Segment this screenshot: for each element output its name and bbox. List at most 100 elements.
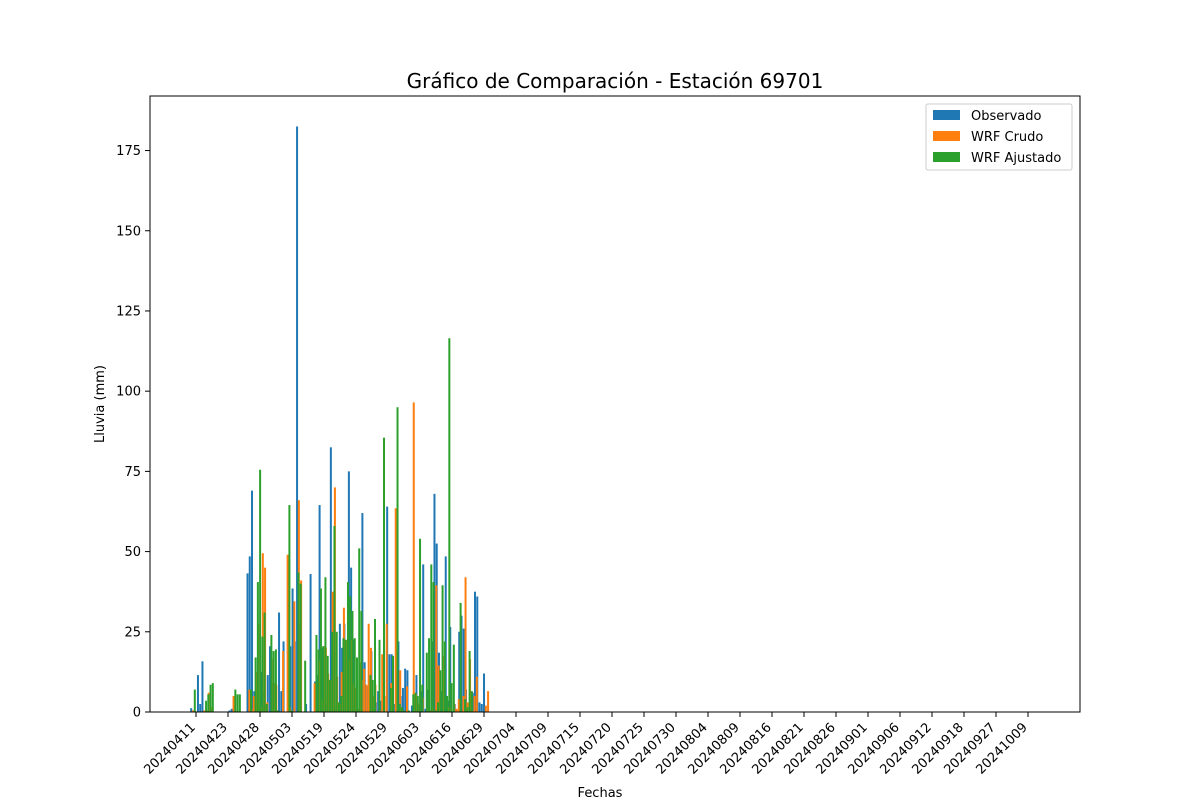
bar-wrf-crudo-92 — [399, 670, 402, 712]
legend-label: Observado — [971, 109, 1042, 124]
bar-wrf-ajustado-54 — [315, 635, 318, 712]
bar-wrf-crudo-120 — [462, 695, 465, 712]
bar-wrf-ajustado-113 — [448, 338, 451, 712]
y-tick-label: 175 — [116, 144, 141, 159]
bar-wrf-ajustado-71 — [353, 638, 356, 712]
bar-wrf-ajustado-46 — [297, 572, 300, 712]
bar-wrf-ajustado-29 — [259, 469, 262, 712]
bar-wrf-ajustado-110 — [441, 585, 444, 712]
bar-wrf-ajustado-35 — [272, 651, 275, 712]
bar-wrf-ajustado-104 — [428, 638, 431, 712]
bar-wrf-crudo-18 — [232, 695, 235, 712]
bar-observado-35 — [269, 646, 272, 712]
bar-wrf-crudo-66 — [340, 671, 343, 712]
bar-observado-121 — [462, 628, 465, 712]
bar-wrf-ajustado-123 — [470, 691, 473, 712]
bar-wrf-ajustado-95 — [407, 710, 410, 712]
bar-wrf-ajustado-118 — [459, 602, 462, 712]
y-tick-label: 50 — [124, 545, 141, 560]
bar-wrf-ajustado-97 — [412, 694, 415, 712]
bar-observado-103 — [422, 564, 425, 712]
bar-observado-88 — [388, 654, 391, 712]
bar-wrf-crudo-131 — [487, 691, 490, 712]
bar-wrf-ajustado-84 — [383, 437, 386, 712]
bar-wrf-ajustado-25 — [250, 689, 253, 712]
bar-wrf-ajustado-8 — [211, 683, 214, 713]
bar-observado-53 — [309, 574, 312, 712]
bar-observado-45 — [291, 588, 294, 712]
bar-observado-0 — [190, 708, 193, 712]
bar-observado-4 — [199, 703, 202, 712]
bar-wrf-ajustado-92 — [401, 707, 404, 712]
bar-wrf-ajustado-88 — [392, 655, 395, 712]
bar-observado-5 — [201, 661, 204, 712]
bar-wrf-crudo-118 — [457, 699, 460, 712]
x-axis: 2024041120240423202404282024050320240519… — [141, 712, 1031, 778]
bar-observado-17 — [228, 710, 231, 712]
bar-wrf-ajustado-32 — [265, 703, 268, 712]
bar-wrf-ajustado-82 — [378, 639, 381, 712]
bar-wrf-ajustado-69 — [349, 596, 352, 712]
bar-wrf-crudo-25 — [248, 689, 251, 712]
bar-wrf-ajustado-36 — [274, 649, 277, 712]
bar-observado-128 — [478, 702, 481, 713]
bar-wrf-crudo-54 — [313, 683, 316, 713]
bar-wrf-ajustado-106 — [432, 582, 435, 712]
bar-observado-40 — [280, 691, 283, 712]
bar-wrf-ajustado-114 — [450, 683, 453, 713]
x-axis-label: Fechas — [578, 786, 623, 800]
bar-wrf-ajustado-37 — [277, 710, 280, 712]
bar-wrf-ajustado-63 — [335, 631, 338, 712]
legend-label: WRF Ajustado — [971, 151, 1061, 166]
bar-wrf-ajustado-80 — [374, 618, 376, 712]
bar-wrf-ajustado-18 — [234, 689, 237, 712]
bar-wrf-ajustado-112 — [446, 695, 449, 712]
bar-observado-3 — [196, 675, 199, 712]
bar-wrf-ajustado-87 — [389, 687, 392, 712]
bar-wrf-ajustado-65 — [340, 695, 343, 712]
bar-observado-18 — [230, 708, 233, 712]
bar-wrf-ajustado-105 — [430, 564, 433, 712]
y-axis: 0 25 50 75 100 125 150 175 — [116, 144, 150, 721]
bar-wrf-crudo-117 — [455, 708, 458, 712]
bar-wrf-ajustado-70 — [351, 610, 354, 712]
bar-observado-39 — [278, 612, 281, 712]
bar-wrf-ajustado-55 — [317, 649, 320, 712]
bar-wrf-ajustado-61 — [331, 631, 334, 712]
bar-wrf-ajustado-122 — [468, 651, 471, 712]
bar-wrf-ajustado-111 — [443, 641, 446, 712]
y-tick-label: 100 — [116, 385, 141, 400]
bar-wrf-ajustado-0 — [193, 689, 196, 712]
bar-wrf-ajustado-109 — [439, 670, 442, 712]
legend-swatch — [933, 152, 960, 162]
bar-observado-87 — [386, 506, 389, 712]
bar-wrf-ajustado-79 — [371, 679, 374, 712]
bar-wrf-crudo-27 — [252, 695, 255, 712]
bar-wrf-ajustado-5 — [205, 700, 208, 712]
bar-wrf-crudo-84 — [381, 654, 384, 712]
bar-wrf-crudo-86 — [385, 623, 388, 712]
bar-wrf-ajustado-6 — [207, 694, 210, 712]
y-tick-label: 25 — [124, 625, 141, 640]
bar-observado-98 — [410, 705, 413, 712]
bar-wrf-ajustado-57 — [322, 646, 325, 712]
bar-wrf-ajustado-62 — [333, 525, 336, 712]
bar-observado-25 — [246, 573, 249, 712]
bar-wrf-crudo-78 — [367, 623, 370, 712]
chart-title: Gráfico de Comparación - Estación 69701 — [407, 69, 824, 93]
bar-wrf-ajustado-78 — [369, 675, 372, 712]
bar-wrf-crudo-42 — [286, 554, 289, 712]
bar-wrf-crudo-95 — [405, 686, 408, 712]
legend-label: WRF Crudo — [971, 130, 1043, 145]
bar-observado-127 — [476, 596, 479, 712]
bar-wrf-crudo-108 — [435, 585, 438, 712]
bar-observado-66 — [338, 623, 341, 712]
bar-wrf-ajustado-121 — [466, 707, 469, 712]
bar-wrf-ajustado-56 — [319, 588, 322, 712]
bar-wrf-crudo-0 — [192, 710, 194, 712]
bar-observado-34 — [266, 675, 269, 712]
bar-wrf-crudo-31 — [261, 553, 264, 712]
bar-observado-126 — [474, 591, 477, 712]
